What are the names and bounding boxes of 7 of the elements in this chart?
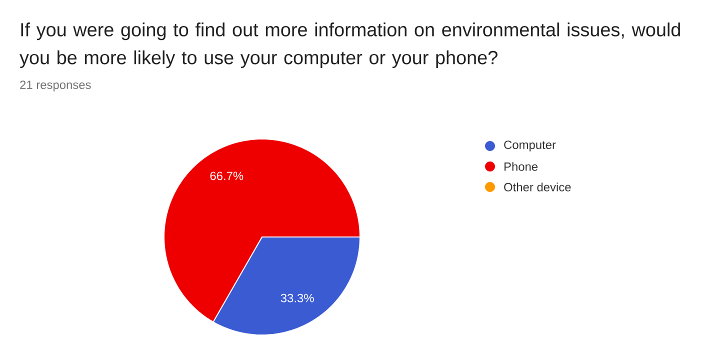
data-label: 66.7% — [210, 172, 244, 180]
legend-label: Other device — [504, 182, 571, 192]
text: 21 responses — [20, 80, 91, 92]
legend-label: Phone — [504, 162, 538, 171]
legend-label: Computer — [504, 140, 556, 152]
data-label: 33.3% — [280, 294, 314, 302]
chart-title: If you were going to find out more information on environmental issues, would you be more likely to use your computer or your phone? — [20, 22, 680, 68]
